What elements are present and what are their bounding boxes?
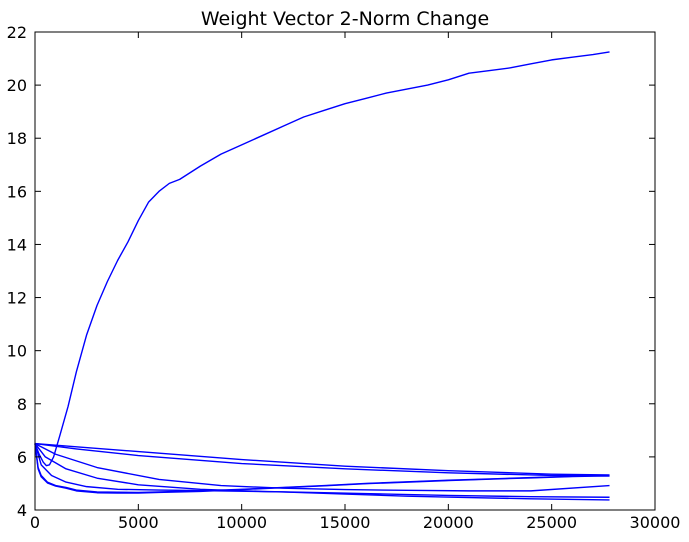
y-tick-label: 22 [7, 23, 27, 42]
series-line-2 [34, 442, 610, 476]
y-tick-label: 16 [7, 182, 27, 201]
x-tick-label: 30000 [630, 513, 681, 532]
y-tick-label: 18 [7, 129, 27, 148]
y-tick-label: 12 [7, 289, 27, 308]
plot-frame [34, 31, 656, 511]
y-tick-label: 14 [7, 235, 27, 254]
tick-layer: 0 5000 10000 15000 20000 25000 30000 4 6 8 10 12 14 1… [7, 23, 681, 532]
x-tick-label: 20000 [423, 513, 474, 532]
x-tick-label: 5000 [118, 513, 159, 532]
series-line-3 [34, 442, 610, 477]
series-line-8 [34, 443, 610, 494]
y-tick-label: 8 [17, 395, 27, 414]
y-tick-label: 6 [17, 448, 27, 467]
x-tick-label: 0 [30, 513, 40, 532]
x-tick-label: 10000 [216, 513, 267, 532]
x-tick-label: 25000 [526, 513, 577, 532]
y-tick-label: 10 [7, 342, 27, 361]
y-tick-label: 4 [17, 501, 27, 520]
series-line-1 [34, 51, 610, 467]
series-layer [34, 51, 610, 501]
x-tick-label: 15000 [320, 513, 371, 532]
chart-title: Weight Vector 2-Norm Change [201, 8, 489, 30]
y-tick-label: 20 [7, 76, 27, 95]
